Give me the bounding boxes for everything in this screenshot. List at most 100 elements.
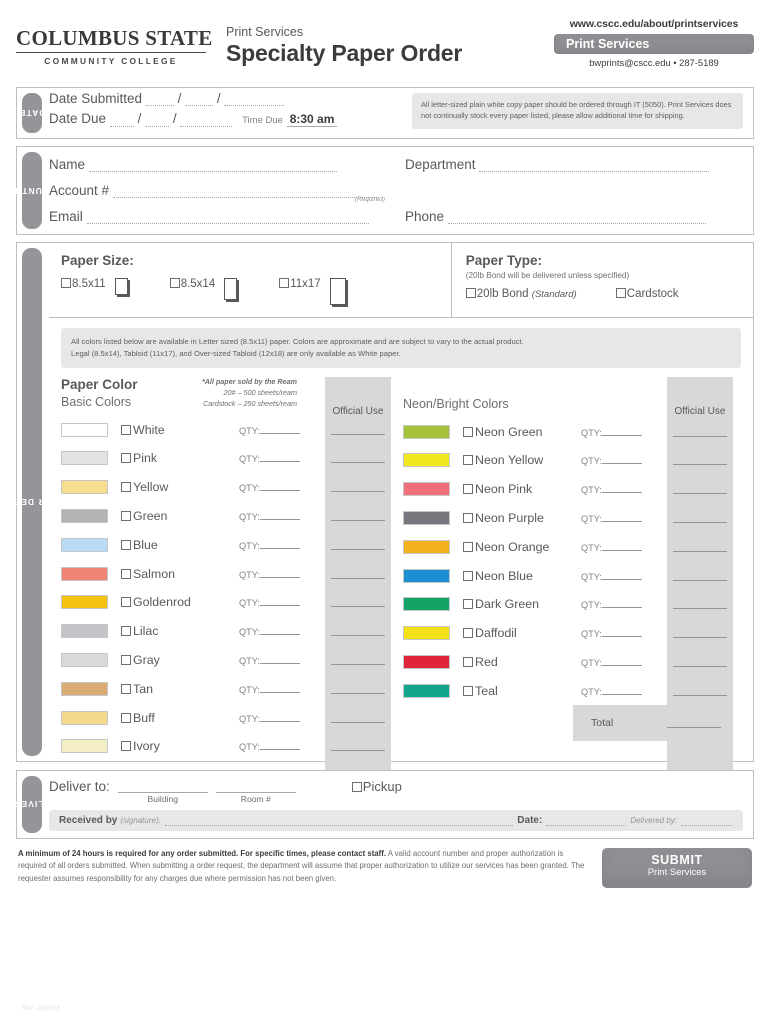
qty-input[interactable] [259, 452, 300, 463]
official-use-input[interactable] [331, 453, 385, 464]
checkbox-color-neon-orange[interactable] [463, 541, 473, 552]
qty-input[interactable] [601, 541, 642, 551]
checkbox-color-green[interactable] [121, 511, 131, 522]
color-option-dark-green[interactable]: Dark Green [463, 597, 581, 611]
color-option-daffodil[interactable]: Daffodil [463, 626, 581, 640]
official-use-input[interactable] [331, 626, 385, 637]
name-input[interactable] [88, 159, 337, 172]
delivered-by-input[interactable] [681, 815, 733, 826]
official-use-input[interactable] [673, 513, 727, 524]
checkbox-size-8.5x11[interactable] [61, 278, 71, 288]
official-use-input[interactable] [331, 597, 385, 608]
qty-input[interactable] [259, 654, 300, 665]
checkbox-color-gray[interactable] [121, 655, 131, 666]
qty-input[interactable] [601, 627, 642, 638]
color-option-neon-yellow[interactable]: Neon Yellow [463, 453, 581, 467]
color-option-neon-orange[interactable]: Neon Orange [463, 540, 581, 554]
official-use-input[interactable] [331, 741, 385, 752]
pickup-option[interactable]: Pickup [351, 779, 402, 794]
color-option-ivory[interactable]: Ivory [121, 739, 239, 753]
official-use-input[interactable] [673, 427, 727, 437]
checkbox-color-neon-yellow[interactable] [463, 455, 473, 466]
type-option-cardstock[interactable]: Cardstock [615, 288, 679, 300]
checkbox-color-dark-green[interactable] [463, 599, 473, 610]
color-option-green[interactable]: Green [121, 509, 239, 523]
official-use-input[interactable] [673, 542, 727, 552]
checkbox-color-blue[interactable] [121, 539, 131, 550]
checkbox-color-salmon[interactable] [121, 568, 131, 579]
qty-input[interactable] [601, 598, 642, 609]
date-due-month-input[interactable] [109, 114, 134, 127]
official-use-input[interactable] [331, 655, 385, 666]
checkbox-color-yellow[interactable] [121, 482, 131, 493]
color-option-yellow[interactable]: Yellow [121, 480, 239, 494]
email-input[interactable] [86, 211, 369, 224]
color-option-white[interactable]: White [121, 423, 239, 437]
checkbox-size-11x17[interactable] [279, 278, 290, 288]
checkbox-color-white[interactable] [121, 424, 131, 435]
checkbox-size-8.5x14[interactable] [169, 278, 180, 288]
room-input[interactable] [215, 779, 296, 793]
official-use-input[interactable] [673, 455, 727, 466]
date-due-day-input[interactable] [145, 114, 170, 127]
checkbox-color-lilac[interactable] [121, 626, 131, 637]
signature-input[interactable] [164, 815, 514, 826]
date-due-year-input[interactable] [180, 114, 233, 127]
official-use-input[interactable] [331, 684, 385, 694]
building-field[interactable]: Building [117, 779, 208, 804]
official-use-input[interactable] [673, 628, 727, 639]
qty-input[interactable] [259, 740, 300, 751]
color-option-blue[interactable]: Blue [121, 538, 239, 552]
account-number-input[interactable] [112, 185, 379, 198]
checkbox-color-neon-blue[interactable] [463, 570, 473, 581]
qty-input[interactable] [601, 454, 642, 465]
color-option-salmon[interactable]: Salmon [121, 567, 239, 581]
checkbox-pickup[interactable] [351, 781, 362, 792]
qty-input[interactable] [259, 510, 300, 521]
qty-input[interactable] [259, 568, 300, 578]
checkbox-color-ivory[interactable] [121, 741, 131, 752]
submit-button[interactable]: SUBMIT Print Services [602, 847, 752, 888]
qty-input[interactable] [601, 685, 642, 695]
official-use-input[interactable] [673, 571, 727, 581]
size-option-8.5x11[interactable]: 8.5x11 [61, 278, 128, 295]
checkbox-color-daffodil[interactable] [463, 628, 473, 639]
size-option-11x17[interactable]: 11x17 [279, 278, 346, 305]
phone-input[interactable] [447, 211, 706, 224]
color-option-neon-pink[interactable]: Neon Pink [463, 482, 581, 496]
official-use-input[interactable] [673, 657, 727, 668]
received-date-input[interactable] [546, 815, 627, 826]
official-use-input[interactable] [331, 482, 385, 493]
color-option-lilac[interactable]: Lilac [121, 624, 239, 638]
checkbox-type-cardstock[interactable] [615, 288, 626, 298]
type-option-bond[interactable]: 20lb Bond (Standard) [465, 288, 616, 300]
official-use-input[interactable] [673, 484, 727, 495]
color-option-neon-purple[interactable]: Neon Purple [463, 511, 581, 525]
qty-input[interactable] [601, 426, 642, 436]
qty-input[interactable] [259, 481, 300, 492]
official-use-input[interactable] [673, 599, 727, 610]
qty-input[interactable] [601, 570, 642, 580]
checkbox-color-buff[interactable] [121, 712, 131, 723]
checkbox-color-neon-purple[interactable] [463, 513, 473, 524]
checkbox-color-pink[interactable] [121, 453, 131, 464]
color-option-buff[interactable]: Buff [121, 711, 239, 725]
checkbox-color-red[interactable] [463, 657, 473, 668]
qty-input[interactable] [259, 539, 300, 549]
color-option-goldenrod[interactable]: Goldenrod [121, 595, 239, 609]
date-submitted-day-input[interactable] [185, 93, 214, 106]
color-option-tan[interactable]: Tan [121, 682, 239, 696]
checkbox-color-neon-green[interactable] [463, 426, 473, 437]
qty-input[interactable] [259, 712, 300, 722]
total-input[interactable] [667, 718, 721, 729]
department-input[interactable] [479, 159, 710, 172]
time-due-input[interactable]: 8:30 am [286, 111, 338, 127]
official-use-input[interactable] [331, 569, 385, 579]
qty-input[interactable] [259, 683, 300, 693]
color-option-red[interactable]: Red [463, 655, 581, 669]
building-input[interactable] [117, 779, 208, 793]
room-field[interactable]: Room # [215, 779, 296, 804]
color-option-teal[interactable]: Teal [463, 684, 581, 698]
official-use-input[interactable] [673, 686, 727, 696]
checkbox-type-bond[interactable] [465, 288, 476, 298]
